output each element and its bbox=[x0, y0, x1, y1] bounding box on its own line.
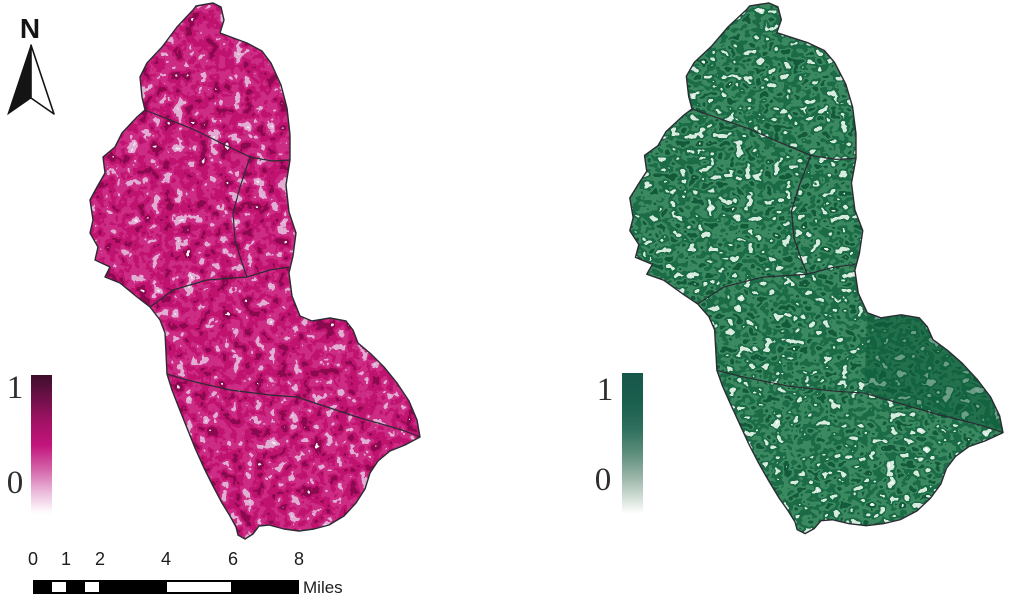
colorbar-magenta bbox=[31, 375, 52, 515]
north-arrow-label: N bbox=[20, 13, 40, 44]
colorbar-magenta-max-label: 1 bbox=[6, 370, 24, 406]
scale-tick: 6 bbox=[227, 549, 239, 569]
scale-bar-segment bbox=[83, 581, 100, 593]
scale-tick: 8 bbox=[293, 549, 305, 569]
scale-bar: 0 1 2 4 6 8 Miles bbox=[0, 545, 400, 605]
scale-bar-strip bbox=[33, 580, 299, 594]
map-left bbox=[89, 2, 421, 540]
scale-bar-unit-label: Miles bbox=[303, 578, 343, 597]
colorbar-green bbox=[622, 373, 643, 513]
scale-tick: 4 bbox=[160, 549, 172, 569]
north-arrow-icon: N bbox=[7, 13, 55, 116]
colorbar-green-min-label: 0 bbox=[594, 462, 612, 498]
scale-bar-segment bbox=[166, 581, 232, 593]
scale-tick: 0 bbox=[27, 549, 39, 569]
colorbar-green-max-label: 1 bbox=[596, 372, 614, 408]
scale-tick: 1 bbox=[60, 549, 72, 569]
colorbar-magenta-min-label: 0 bbox=[6, 465, 24, 501]
scale-bar-segment bbox=[50, 581, 67, 593]
map-right bbox=[628, 2, 1004, 535]
scale-tick: 2 bbox=[94, 549, 106, 569]
